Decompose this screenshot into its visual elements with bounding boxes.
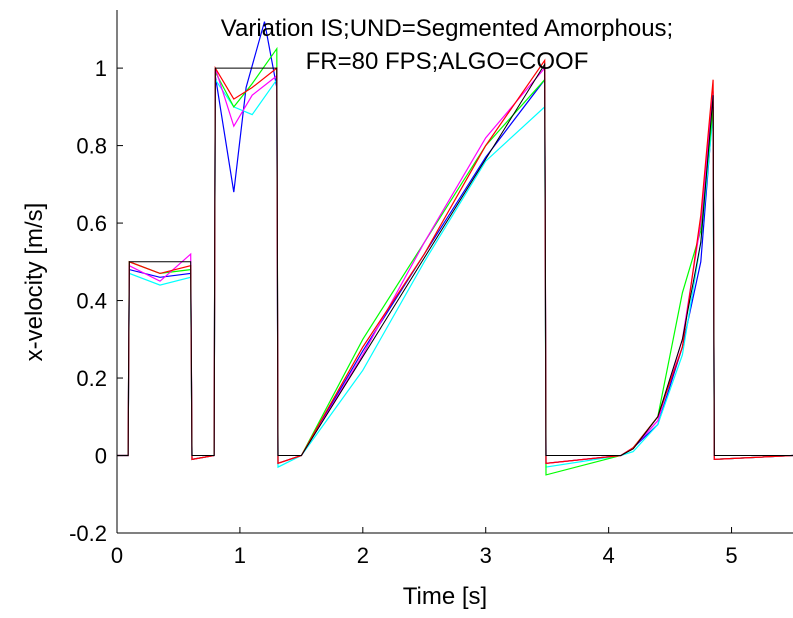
chart-title-line-1: Variation IS;UND=Segmented Amorphous; xyxy=(221,15,673,42)
y-tick-label: 0.8 xyxy=(76,134,107,159)
series-line-1 xyxy=(117,21,793,465)
y-axis-title: x-velocity [m/s] xyxy=(21,203,48,362)
series-line-4 xyxy=(117,66,793,465)
series-line-2 xyxy=(117,77,793,469)
y-tick-label: -0.2 xyxy=(69,521,107,546)
x-tick-label: 2 xyxy=(357,543,369,568)
x-tick-label: 1 xyxy=(234,543,246,568)
axis-ticks: 0 1 2 3 4 5-0.200.20.40.60.81 xyxy=(69,56,738,568)
y-tick-label: 1 xyxy=(95,56,107,81)
reference-line xyxy=(117,62,793,456)
y-tick-label: 0.6 xyxy=(76,211,107,236)
x-tick-label: 3 xyxy=(480,543,492,568)
plot-lines xyxy=(117,21,793,476)
x-tick-label: 0 xyxy=(111,543,123,568)
y-tick-label: 0 xyxy=(95,444,107,469)
series-line-3 xyxy=(117,46,793,476)
x-axis-title: Time [s] xyxy=(403,583,487,610)
y-tick-label: 0.2 xyxy=(76,366,107,391)
x-tick-label: 5 xyxy=(725,543,737,568)
y-tick-label: 0.4 xyxy=(76,289,107,314)
x-tick-label: 4 xyxy=(603,543,615,568)
chart-title-line-2: FR=80 FPS;ALGO=COOF xyxy=(306,48,589,75)
